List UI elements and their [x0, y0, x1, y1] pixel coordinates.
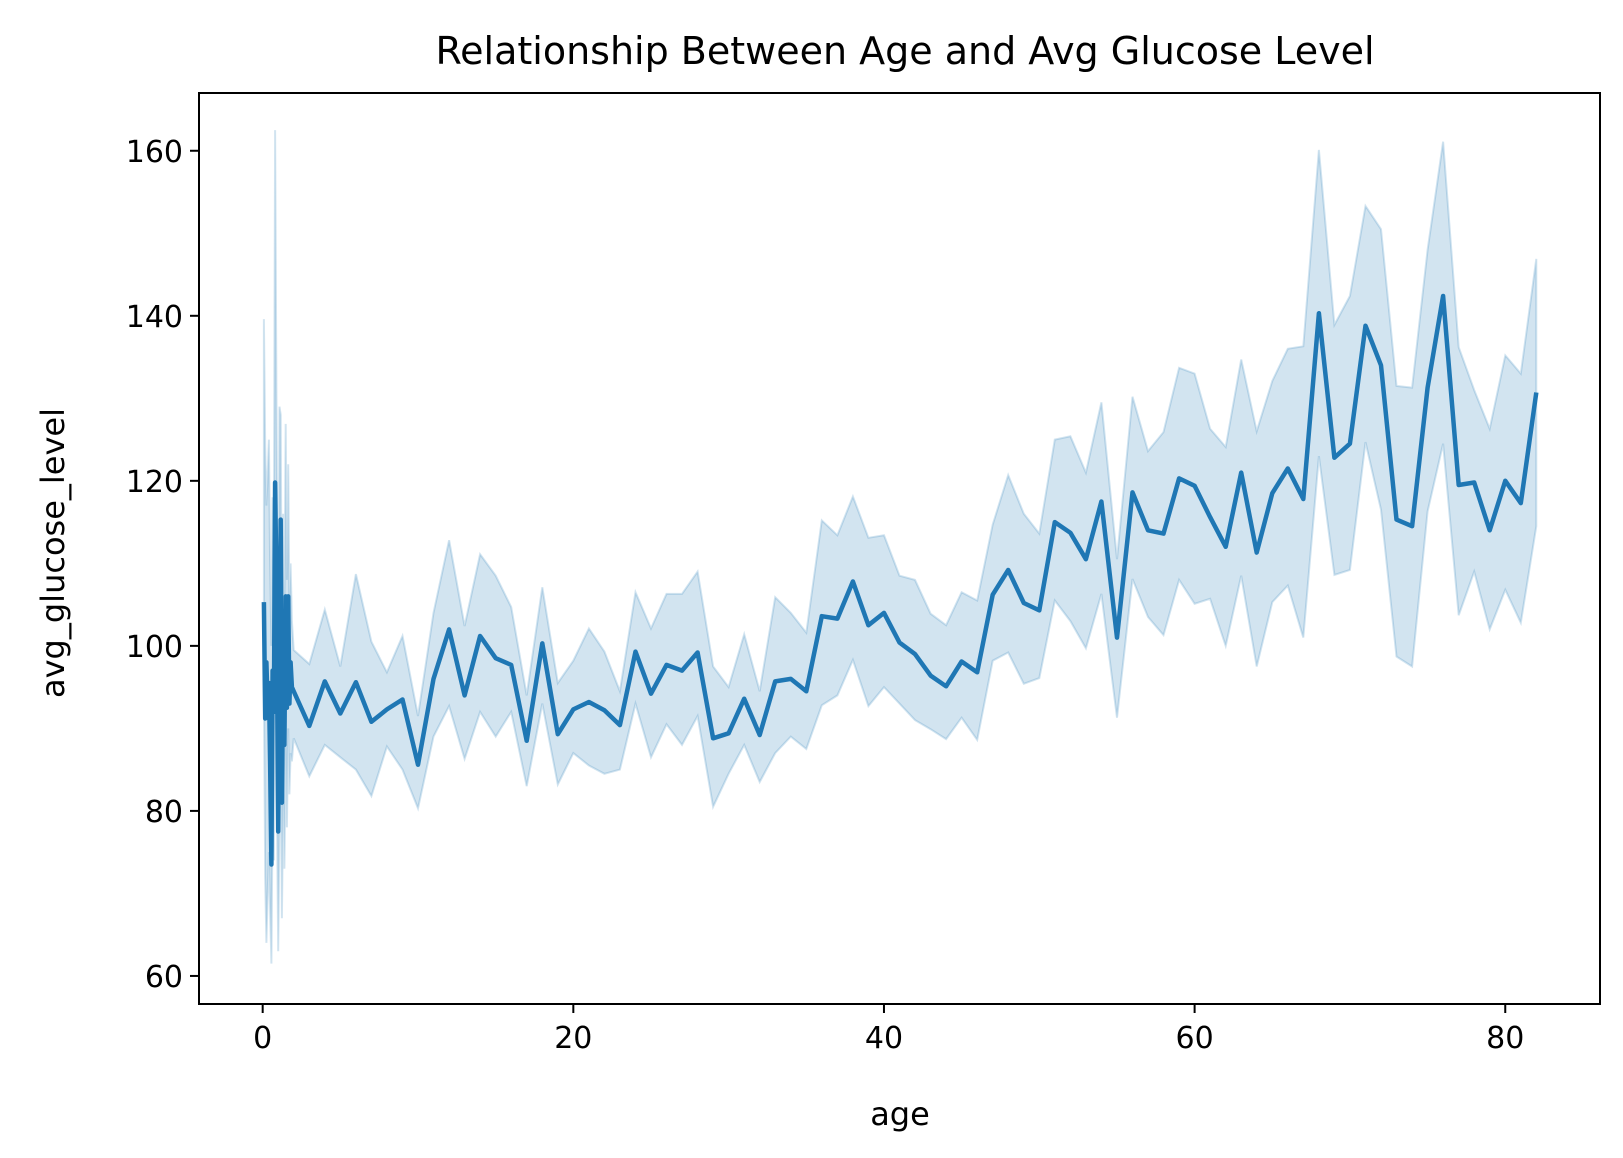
y-tick-label: 160: [126, 135, 183, 170]
x-axis-label: age: [870, 1095, 930, 1133]
confidence-band: [262, 130, 1538, 964]
x-tick-label: 60: [1176, 1021, 1214, 1056]
y-tick-label: 140: [126, 300, 183, 335]
plot-area: [198, 92, 1601, 1005]
series-line: [261, 293, 1539, 867]
x-tick-label: 0: [253, 1021, 272, 1056]
y-tick-label: 120: [126, 465, 183, 500]
y-axis-ticks: 60 80 100 120 140 160: [126, 135, 199, 995]
y-tick-label: 100: [126, 630, 183, 665]
y-tick-label: 60: [145, 960, 183, 995]
x-tick-label: 20: [554, 1021, 592, 1056]
x-axis-ticks: 0 20 40 60 80: [253, 1004, 1524, 1056]
y-axis-label: avg_glucose_level: [34, 408, 72, 698]
axes-frame: [198, 92, 1601, 1005]
x-tick-label: 40: [865, 1021, 903, 1056]
chart-title: Relationship Between Age and Avg Glucose…: [435, 29, 1374, 73]
y-tick-label: 80: [145, 795, 183, 830]
x-tick-label: 80: [1486, 1021, 1524, 1056]
